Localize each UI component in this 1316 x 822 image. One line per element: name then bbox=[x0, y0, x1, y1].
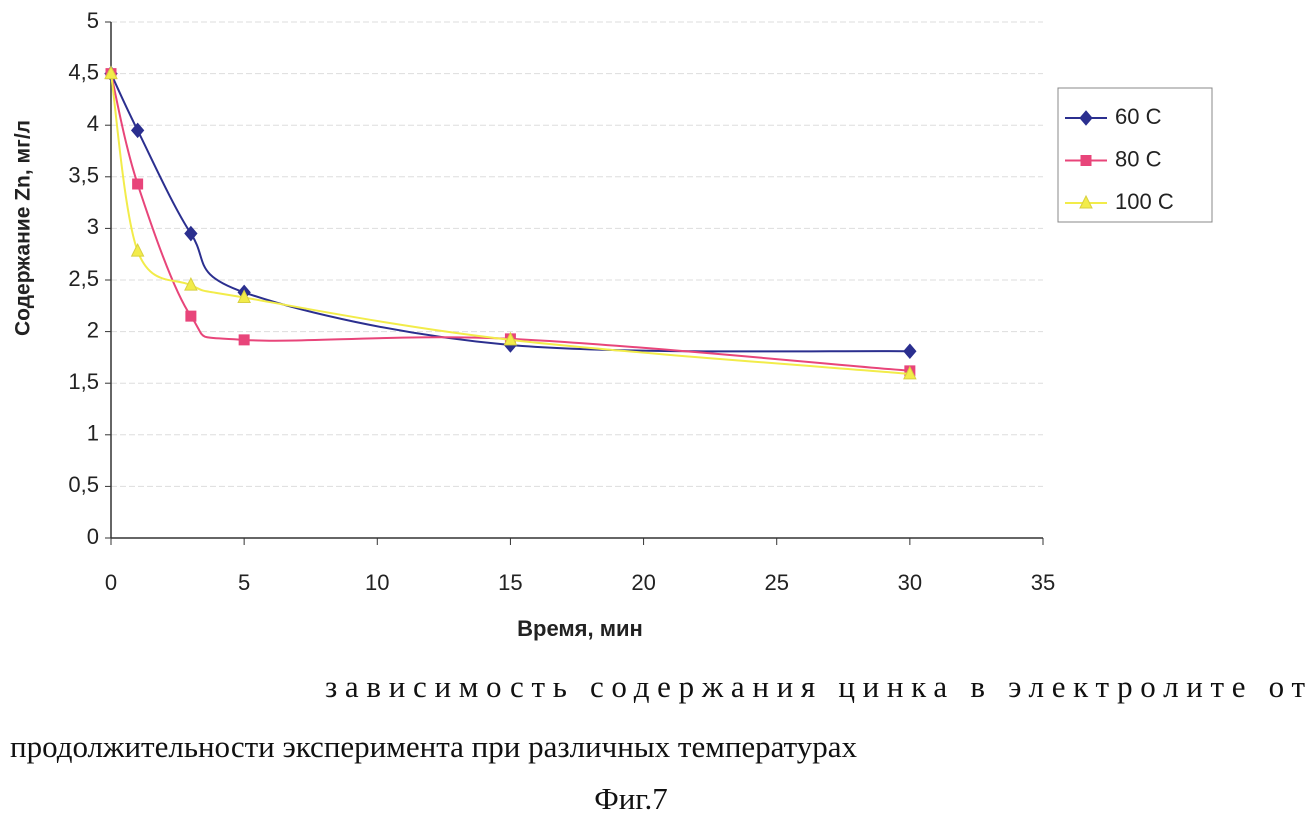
y-tick-label: 0,5 bbox=[68, 472, 99, 497]
x-tick-label: 10 bbox=[365, 570, 389, 595]
caption-line: зависимость содержания цинка в электроли… bbox=[325, 669, 1305, 704]
y-tick-label: 5 bbox=[87, 8, 99, 33]
marker bbox=[186, 311, 196, 321]
x-tick-label: 30 bbox=[898, 570, 922, 595]
legend-label: 80 C bbox=[1115, 146, 1162, 171]
marker bbox=[239, 335, 249, 345]
y-tick-label: 2 bbox=[87, 317, 99, 342]
page: {"chart_data": {"type": "line", "x_label… bbox=[0, 0, 1316, 822]
y-tick-label: 4 bbox=[87, 111, 99, 136]
y-tick-label: 0 bbox=[87, 524, 99, 549]
figure-label: Фиг.7 bbox=[594, 781, 668, 816]
y-tick-label: 3 bbox=[87, 214, 99, 239]
y-tick-label: 2,5 bbox=[68, 266, 99, 291]
legend-label: 60 C bbox=[1115, 104, 1162, 129]
legend-label: 100 C bbox=[1115, 189, 1174, 214]
marker bbox=[904, 344, 916, 358]
y-tick-label: 4,5 bbox=[68, 59, 99, 84]
series-line bbox=[111, 74, 910, 352]
x-axis-label: Время, мин bbox=[517, 616, 643, 641]
y-tick-label: 3,5 bbox=[68, 163, 99, 188]
chart: Содержание Zn, мг/л Время, мин зависимос… bbox=[0, 0, 1316, 822]
x-tick-label: 20 bbox=[631, 570, 655, 595]
y-tick-label: 1 bbox=[87, 421, 99, 446]
x-tick-label: 5 bbox=[238, 570, 250, 595]
series-line bbox=[111, 74, 910, 374]
marker bbox=[132, 244, 144, 256]
caption-line: продолжительности эксперимента при разли… bbox=[10, 729, 858, 764]
marker bbox=[133, 179, 143, 189]
legend-marker bbox=[1081, 156, 1091, 166]
x-tick-label: 15 bbox=[498, 570, 522, 595]
y-axis-label: Содержание Zn, мг/л bbox=[12, 120, 35, 336]
x-tick-label: 35 bbox=[1031, 570, 1055, 595]
y-tick-label: 1,5 bbox=[68, 369, 99, 394]
x-tick-label: 25 bbox=[764, 570, 788, 595]
x-tick-label: 0 bbox=[105, 570, 117, 595]
series-line bbox=[111, 74, 910, 371]
